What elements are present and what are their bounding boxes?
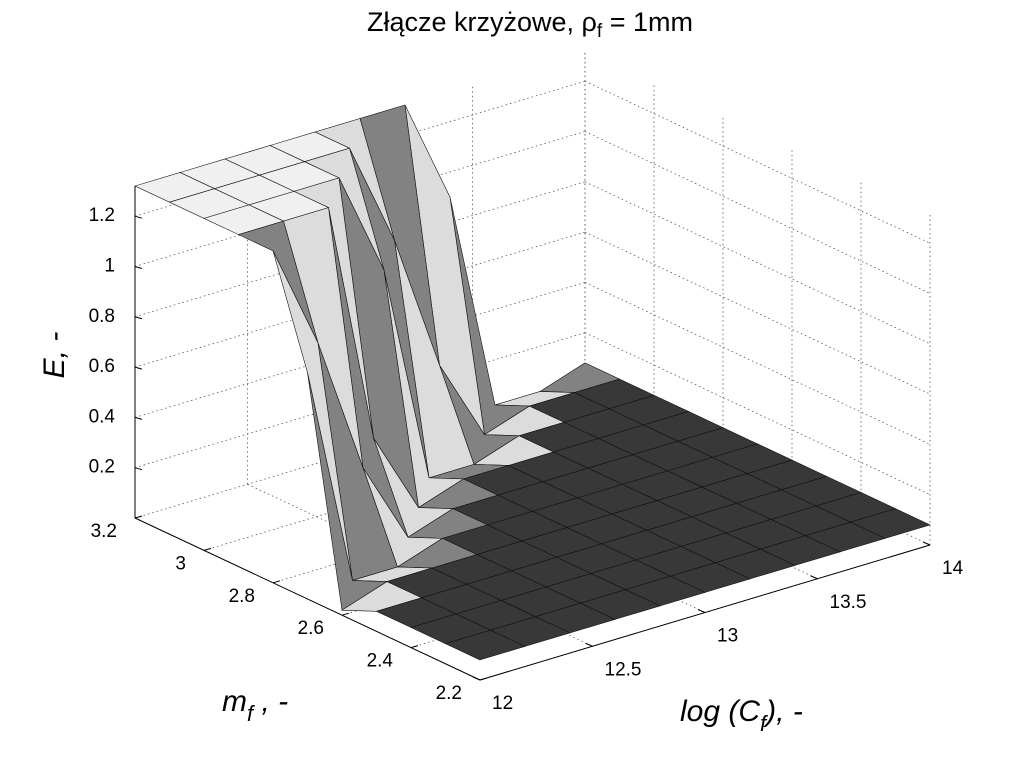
tick-mark — [272, 580, 281, 584]
z-tick-label: 1 — [104, 256, 115, 277]
ylabel-text: m — [222, 685, 247, 718]
surface — [134, 104, 931, 661]
tick-mark — [922, 541, 931, 546]
grid-line — [584, 332, 931, 496]
z-tick-label: 0.6 — [89, 356, 115, 377]
x-axis-label: log (Cf), - — [680, 695, 803, 736]
tick-mark — [134, 366, 143, 370]
grid-line — [584, 282, 931, 445]
tick-mark — [410, 645, 419, 649]
tick-mark — [134, 515, 143, 519]
grid-line — [247, 483, 593, 647]
tick-mark — [341, 612, 350, 616]
tick-mark — [134, 266, 143, 269]
grid-line — [584, 231, 931, 395]
tick-mark — [134, 416, 143, 420]
y-tick-label: 2.2 — [436, 683, 462, 704]
y-axis-label: mf , - — [222, 685, 288, 726]
y-tick-label: 2.4 — [367, 651, 394, 672]
x-tick-label: 12 — [492, 693, 513, 714]
tick-mark — [203, 547, 212, 551]
title-suffix: = 1mm — [602, 7, 693, 37]
z-tick-label: 0.2 — [89, 457, 115, 478]
y-tick-label: 3 — [175, 553, 186, 574]
x-tick-label: 13 — [717, 626, 738, 647]
y-tick-label: 2.6 — [298, 618, 324, 639]
ylabel-subscript: f — [247, 701, 256, 726]
title-subscript: f — [597, 21, 603, 42]
tick-mark — [810, 575, 818, 580]
x-tick-label: 12.5 — [605, 659, 642, 680]
z-tick-label: 1.2 — [89, 205, 115, 226]
grid-line — [584, 181, 931, 345]
y-tick-label: 2.8 — [229, 586, 255, 607]
x-tick-label: 13.5 — [830, 592, 867, 613]
tick-mark — [134, 316, 143, 320]
axes-layer: 0.2 0.4 0.6 0.8 1 1.2 2.2 2.4 2.6 2.8 3 3.2 12 12.5 13… — [89, 186, 964, 714]
y-axis-line — [134, 517, 481, 681]
tick-mark — [134, 215, 143, 219]
chart-title: Złącze krzyżowe, ρf = 1mm — [367, 7, 693, 42]
xlabel-subscript: f — [760, 711, 769, 736]
x-tick-label: 14 — [942, 558, 964, 579]
y-tick-label: 3.2 — [91, 521, 117, 542]
tick-mark — [472, 676, 481, 681]
grid-line — [584, 131, 931, 294]
xlabel-suffix: ), - — [763, 695, 803, 728]
tick-mark — [479, 677, 488, 681]
xlabel-text: log (C — [680, 695, 760, 728]
z-tick-label: 0.4 — [89, 406, 116, 427]
title-text: Złącze krzyżowe, ρ — [367, 7, 597, 37]
z-tick-label: 0.8 — [89, 306, 115, 327]
surface-patch — [444, 629, 526, 661]
grid-line — [584, 80, 931, 244]
z-axis-label: E, - — [38, 332, 71, 379]
tick-mark — [697, 609, 706, 613]
ylabel-suffix: , - — [253, 685, 288, 718]
tick-mark — [134, 467, 143, 471]
tick-mark — [585, 642, 593, 647]
